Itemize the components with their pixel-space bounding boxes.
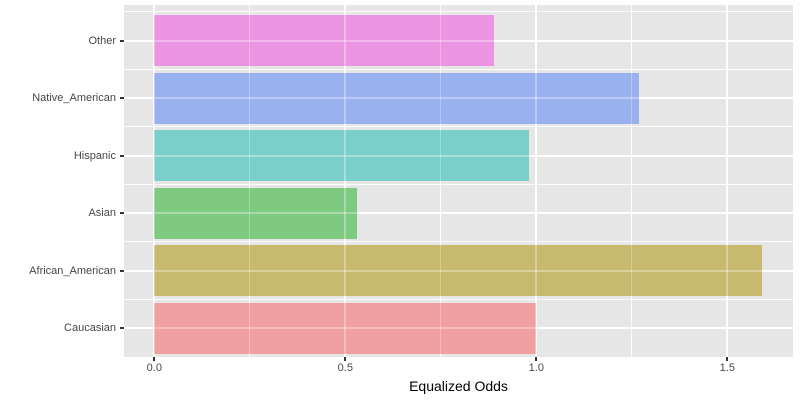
y-tick-label: Hispanic [73, 149, 116, 162]
x-tick-label: 1.5 [719, 362, 735, 374]
gridline-y-minor [124, 241, 793, 243]
gridline-y-minor [124, 68, 793, 70]
gridline-x-minor [440, 5, 442, 357]
gridline-x-major [344, 5, 347, 357]
bar-native_american [154, 72, 640, 124]
gridline-y-minor-overlay [124, 298, 793, 300]
gridline-y-minor [124, 11, 793, 13]
gridline-x-major [535, 5, 538, 357]
bar-other [154, 15, 495, 66]
x-tick-label: 0.5 [337, 362, 353, 374]
x-axis-tick [726, 357, 729, 361]
y-tick-label: Asian [88, 207, 116, 219]
y-tick-label: Native_American [32, 92, 116, 104]
bar-caucasian [154, 302, 537, 354]
gridline-x-major [726, 5, 729, 357]
gridline-x-major-overlay [153, 5, 156, 357]
x-axis-tick [153, 357, 156, 361]
gridline-y-minor-overlay [124, 126, 793, 128]
gridline-y-minor [124, 183, 793, 185]
x-tick-label: 1.0 [528, 362, 544, 374]
plot-panel [124, 5, 793, 357]
gridline-x-minor [249, 5, 251, 357]
bar-asian [154, 187, 357, 239]
gridline-x-major-overlay [535, 5, 538, 357]
gridline-x-minor-overlay [440, 5, 442, 357]
gridline-y-major [124, 212, 793, 214]
y-axis-tick [120, 39, 124, 42]
y-axis-tick [120, 327, 124, 329]
y-axis-tick [120, 212, 124, 214]
gridline-x-major-overlay [344, 5, 347, 357]
y-tick-label: Caucasian [64, 322, 116, 334]
x-axis-tick [535, 357, 538, 361]
gridline-x-major [153, 5, 156, 357]
gridline-y-minor-overlay [124, 68, 793, 70]
gridline-y-major-overlay [124, 327, 793, 329]
y-axis-tick [120, 97, 124, 99]
gridline-y-minor [124, 126, 793, 128]
y-tick-label: African_American [29, 264, 116, 277]
gridline-y-minor-overlay [124, 241, 793, 243]
gridline-y-major-overlay [124, 212, 793, 214]
gridline-y-major-overlay [124, 97, 793, 99]
x-axis-title: Equalized Odds [409, 378, 508, 394]
gridline-x-minor-overlay [249, 5, 251, 357]
bar-african_american [154, 245, 762, 296]
bar-hispanic [154, 130, 529, 181]
x-tick-label: 0.0 [146, 362, 162, 374]
gridline-y-minor-overlay [124, 11, 793, 13]
gridline-y-major-overlay [124, 39, 793, 42]
y-axis-tick [120, 269, 124, 272]
gridline-y-minor-overlay [124, 183, 793, 185]
x-axis-tick [344, 357, 347, 361]
gridline-x-minor [631, 5, 633, 357]
y-tick-label: Other [88, 34, 116, 47]
gridline-x-major-overlay [726, 5, 729, 357]
gridline-y-major-overlay [124, 269, 793, 272]
gridline-y-minor [124, 298, 793, 300]
y-axis-tick [120, 154, 124, 157]
gridline-y-major-overlay [124, 154, 793, 157]
gridline-x-minor-overlay [631, 5, 633, 357]
